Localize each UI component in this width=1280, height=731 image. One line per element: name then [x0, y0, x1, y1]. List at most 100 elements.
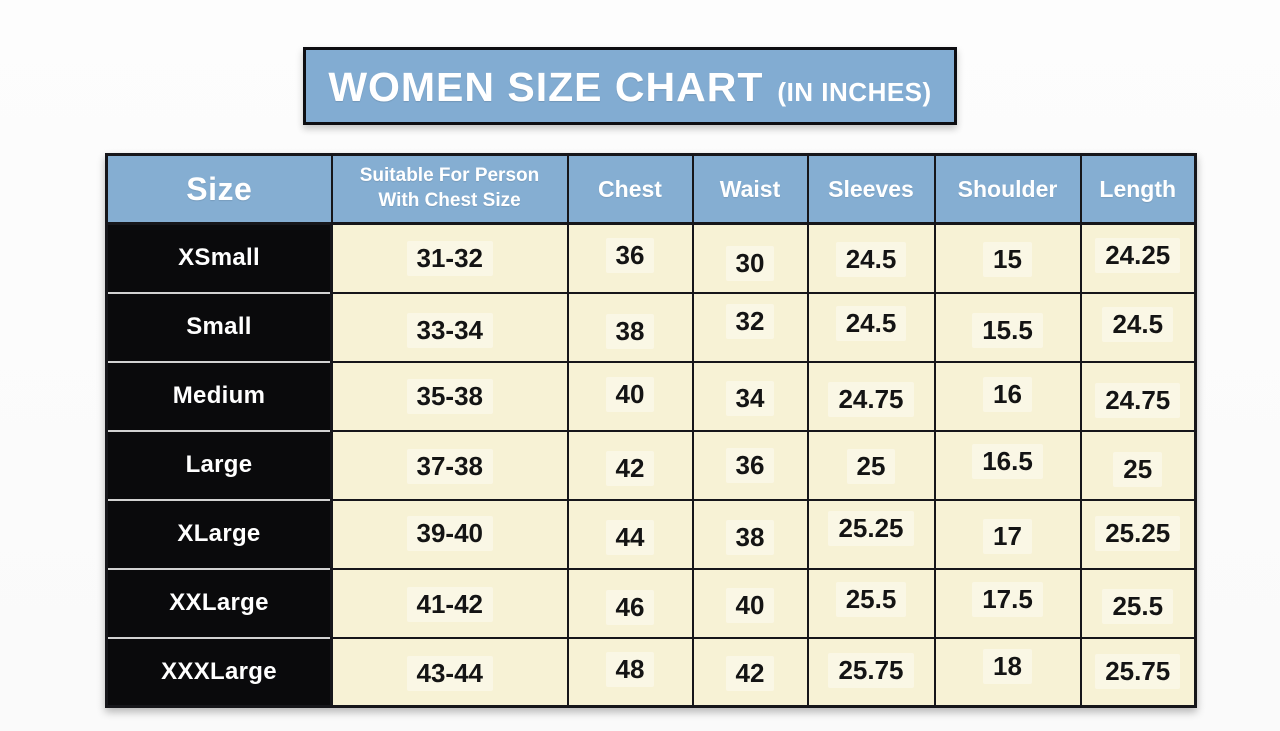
table-row: XLarge 39-40 44 38 25.25 17 25.25: [106, 498, 1197, 570]
value-cell: 18: [933, 636, 1082, 708]
size-cell: XXLarge: [106, 568, 333, 639]
value-cell: 36: [566, 222, 694, 294]
value-cell: 33-34: [330, 291, 569, 363]
value-text: 38: [605, 313, 655, 349]
size-cell: Small: [106, 292, 333, 363]
value-cell: 46: [566, 567, 694, 639]
value-cell: 25: [806, 429, 936, 501]
value-text: 25.5: [1102, 588, 1174, 624]
value-text: 43-44: [406, 656, 493, 692]
value-text: 15: [983, 241, 1032, 277]
value-text: 15.5: [972, 312, 1043, 348]
value-cell: 34: [691, 360, 809, 432]
value-text: 17.5: [972, 581, 1043, 617]
value-text: 35-38: [406, 378, 493, 414]
value-cell: 16.5: [933, 429, 1082, 501]
value-text: 34: [725, 380, 775, 416]
value-cell: 30: [691, 222, 809, 294]
value-cell: 41-42: [330, 567, 569, 639]
value-text: 25.25: [1095, 515, 1181, 551]
value-cell: 48: [566, 636, 694, 708]
header-waist: Waist: [691, 153, 809, 225]
value-text: 17: [983, 518, 1032, 554]
size-label: XSmall: [178, 244, 260, 272]
table-row: XXLarge 41-42 46 40 25.5 17.5 25.5: [106, 567, 1197, 639]
value-cell: 25.5: [806, 567, 936, 639]
value-cell: 36: [691, 429, 809, 501]
chart-title-banner: WOMEN SIZE CHART (IN INCHES): [303, 47, 957, 125]
value-text: 39-40: [406, 515, 493, 551]
value-cell: 17.5: [933, 567, 1082, 639]
value-text: 24.75: [828, 381, 914, 417]
header-row: Size Suitable For Person With Chest Size…: [105, 153, 1197, 225]
header-suitable-chest-size: Suitable For Person With Chest Size: [330, 153, 569, 225]
header-chest: Chest: [566, 153, 694, 225]
value-cell: 31-32: [330, 222, 569, 294]
value-cell: 24.5: [1079, 291, 1197, 363]
header-length: Length: [1079, 153, 1197, 225]
value-text: 30: [725, 245, 775, 281]
value-text: 32: [725, 303, 775, 339]
table-row: Medium 35-38 40 34 24.75 16 24.75: [106, 360, 1197, 432]
value-text: 24.5: [835, 305, 907, 341]
value-text: 16: [983, 376, 1032, 412]
table-body: XSmall 31-32 36 30 24.5 15 24.25 Small 33-34 38 32…: [106, 222, 1197, 708]
value-text: 25: [846, 448, 896, 484]
value-text: 24.5: [1102, 306, 1174, 342]
value-text: 25.5: [835, 581, 907, 617]
value-cell: 43-44: [330, 636, 569, 708]
size-cell: Large: [106, 430, 333, 501]
value-text: 33-34: [406, 312, 493, 348]
value-text: 41-42: [406, 586, 493, 622]
value-cell: 44: [566, 498, 694, 570]
size-label: XXXLarge: [161, 657, 277, 685]
value-cell: 42: [566, 429, 694, 501]
value-text: 37-38: [406, 448, 493, 484]
size-cell: XSmall: [106, 223, 333, 294]
value-cell: 37-38: [330, 429, 569, 501]
value-cell: 25.25: [806, 498, 936, 570]
value-cell: 24.25: [1079, 222, 1197, 294]
table-row: Large 37-38 42 36 25 16.5 25: [106, 429, 1197, 501]
value-cell: 15: [933, 222, 1082, 294]
value-text: 42: [605, 450, 655, 486]
size-chart-table: Size Suitable For Person With Chest Size…: [105, 153, 1197, 708]
value-cell: 25.25: [1079, 498, 1197, 570]
value-text: 25.25: [828, 510, 914, 546]
value-cell: 40: [566, 360, 694, 432]
value-cell: 24.75: [1079, 360, 1197, 432]
header-size: Size: [105, 153, 333, 225]
value-text: 40: [605, 376, 655, 412]
value-text: 40: [725, 587, 775, 623]
chart-title: WOMEN SIZE CHART: [328, 64, 764, 110]
value-cell: 15.5: [933, 291, 1082, 363]
value-cell: 24.75: [806, 360, 936, 432]
value-cell: 38: [691, 498, 809, 570]
value-cell: 16: [933, 360, 1082, 432]
value-text: 36: [725, 447, 775, 483]
size-label: Medium: [172, 382, 266, 409]
value-text: 42: [725, 656, 775, 692]
value-cell: 42: [691, 636, 809, 708]
value-cell: 17: [933, 498, 1082, 570]
size-label: XXLarge: [169, 589, 269, 616]
value-text: 38: [725, 519, 775, 555]
value-cell: 25: [1079, 429, 1197, 501]
value-cell: 25.5: [1079, 567, 1197, 639]
value-cell: 40: [691, 567, 809, 639]
value-text: 24.5: [835, 241, 907, 277]
value-cell: 32: [691, 291, 809, 363]
value-text: 16.5: [972, 443, 1043, 479]
size-cell: XXXLarge: [106, 637, 333, 708]
header-sleeves: Sleeves: [806, 153, 936, 225]
chart-units-label: (IN INCHES): [777, 77, 932, 107]
size-label: XLarge: [177, 520, 261, 547]
value-text: 25: [1113, 451, 1163, 487]
value-cell: 35-38: [330, 360, 569, 432]
table-row: XXXLarge 43-44 48 42 25.75 18 25.75: [106, 636, 1197, 708]
value-text: 25.75: [1095, 654, 1181, 690]
value-text: 36: [605, 237, 655, 273]
value-cell: 24.5: [806, 291, 936, 363]
value-text: 18: [983, 649, 1032, 685]
